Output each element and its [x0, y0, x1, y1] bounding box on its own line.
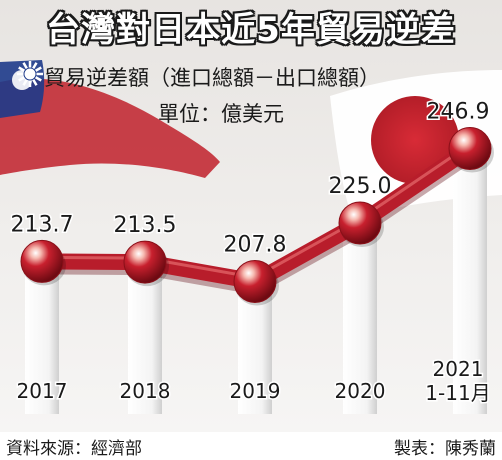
column-2019 — [238, 281, 272, 414]
value-label-2020: 225.0 — [329, 174, 392, 199]
value-label-2019: 207.8 — [224, 232, 287, 257]
category-label-2018: 2018 — [120, 379, 171, 403]
data-point-2017 — [20, 239, 64, 283]
chart-title: 台灣對日本近5年貿易逆差 — [46, 10, 456, 50]
footer-producer: 製表：陳秀蘭 — [394, 439, 496, 459]
sun-bullet-icon — [17, 61, 43, 87]
data-point-2019 — [233, 259, 277, 303]
data-point-2021 — [448, 127, 492, 171]
category-label-2020: 2020 — [335, 379, 386, 403]
value-label-2017: 213.7 — [11, 212, 74, 237]
category-label-2017: 2017 — [17, 379, 68, 403]
chart-subtitle: 貿易逆差額（進口總額－出口總額） — [44, 66, 380, 90]
column-2021 — [453, 148, 487, 415]
footer-source: 資料來源：經濟部 — [6, 439, 142, 459]
value-label-2018: 213.5 — [114, 213, 177, 238]
category-label-2021-line1: 2021 — [433, 357, 484, 381]
value-label-2021: 246.9 — [427, 100, 490, 125]
taiwan-flag-red-field — [0, 78, 220, 178]
category-label-2019: 2019 — [230, 379, 281, 403]
column-2020 — [343, 223, 377, 414]
unit-label: 單位：億美元 — [158, 102, 284, 126]
data-point-2020 — [338, 201, 382, 245]
category-label-2021-line2: 1-11月 — [425, 381, 490, 405]
column-2018 — [128, 262, 162, 414]
column-2017 — [25, 261, 59, 414]
data-point-2018 — [123, 240, 167, 284]
